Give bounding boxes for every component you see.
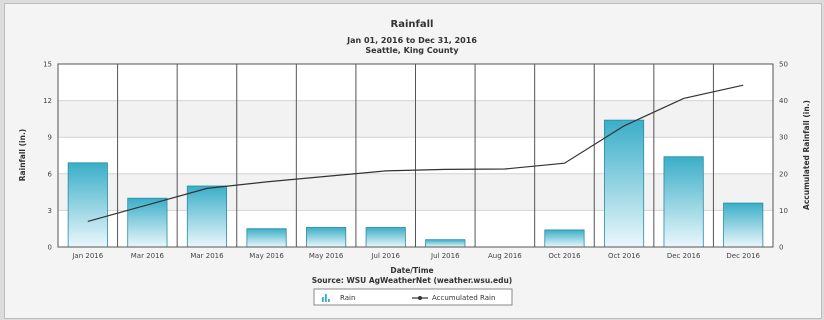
plot-area: 0 0 3 10 6 20 9 30 12 40 15 50 Jan 2016 Mar 2016 Mar 2… <box>43 61 788 261</box>
rain-bar <box>365 227 406 248</box>
y-axis-left-label: Rainfall (in.) <box>18 129 27 181</box>
legend-rain-icon <box>322 294 330 302</box>
rain-bar <box>544 229 585 248</box>
accumulated-rain-line <box>87 84 744 222</box>
rain-bar <box>663 156 704 248</box>
x-tick-label: Mar 2016 <box>131 252 165 260</box>
legend-rain-label: Rain <box>340 294 355 302</box>
y-axis-right-label: Accumulated Rainfall (in.) <box>802 100 811 210</box>
legend-accumulated-line-icon <box>412 296 428 300</box>
y-tick-right: 0 <box>779 244 783 252</box>
x-tick-label: Mar 2016 <box>190 252 224 260</box>
y-tick-left: 12 <box>43 97 52 105</box>
y-tick-right: 40 <box>779 97 788 105</box>
x-tick-label: Jul 2016 <box>430 252 460 260</box>
x-axis-label: Date/Time <box>390 266 433 275</box>
rain-bar <box>603 119 645 248</box>
legend[interactable]: Rain Accumulated Rain <box>313 288 513 306</box>
y-tick-left: 15 <box>43 61 52 69</box>
x-tick-label: Dec 2016 <box>726 252 760 260</box>
rain-bar <box>306 227 347 248</box>
plot-border <box>57 63 774 248</box>
y-tick-left: 0 <box>48 244 52 252</box>
legend-accumulated-label: Accumulated Rain <box>432 294 495 302</box>
chart-subtitle-line-2: Seattle, King County <box>365 46 459 55</box>
y-tick-left: 6 <box>48 170 53 178</box>
x-tick-label: Oct 2016 <box>548 252 581 260</box>
x-tick-label: May 2016 <box>309 252 344 260</box>
y-tick-right: 30 <box>779 134 788 142</box>
rain-bar <box>67 162 108 248</box>
rain-bar <box>425 239 466 248</box>
y-tick-right: 20 <box>779 170 788 178</box>
chart-subtitle-line-1: Jan 01, 2016 to Dec 31, 2016 <box>346 36 477 45</box>
x-tick-label: Jul 2016 <box>370 252 400 260</box>
legend-box <box>313 288 513 306</box>
y-tick-right: 10 <box>779 207 788 215</box>
chart-source: Source: WSU AgWeatherNet (weather.wsu.ed… <box>312 276 513 285</box>
rain-bar <box>723 202 764 248</box>
y-tick-left: 3 <box>48 207 52 215</box>
rain-bar <box>186 185 228 248</box>
x-tick-label: Aug 2016 <box>488 252 522 260</box>
y-tick-right: 50 <box>779 61 788 69</box>
y-tick-left: 9 <box>48 134 52 142</box>
x-tick-label: Jan 2016 <box>71 252 103 260</box>
x-tick-label: Oct 2016 <box>608 252 641 260</box>
x-tick-label: Dec 2016 <box>667 252 701 260</box>
x-tick-label: May 2016 <box>249 252 284 260</box>
rain-bar <box>127 197 168 248</box>
chart-title: Rainfall <box>391 19 434 30</box>
rain-bar <box>246 228 287 248</box>
